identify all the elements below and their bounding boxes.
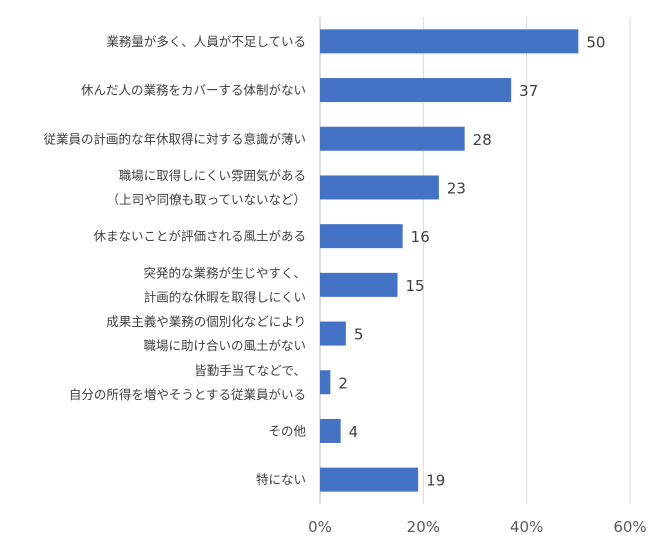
data-label: 37 (519, 82, 538, 100)
x-tick-labels: 0% 20% 40% 60% (308, 518, 647, 536)
category-labels: 業務量が多く、人員が不足している休んだ人の業務をカバーする体制がない従業員の計画… (43, 34, 306, 487)
bar (320, 467, 419, 492)
x-tick-label: 20% (407, 518, 440, 536)
bar (320, 29, 579, 54)
bar (320, 418, 341, 443)
category-label: （上司や同僚も取っていないなど） (107, 192, 306, 207)
data-label: 5 (354, 326, 364, 344)
data-label: 15 (406, 277, 425, 295)
x-tick-label: 0% (308, 518, 332, 536)
bar (320, 272, 398, 297)
category-label: 自分の所得を増やそうとする従業員がいる (69, 387, 306, 402)
category-label: 計画的な休暇を取得しにくい (144, 289, 306, 304)
bar (320, 126, 465, 151)
data-label: 16 (411, 228, 430, 246)
data-label: 2 (338, 374, 348, 392)
category-label: 職場に助け合いの風土がない (143, 338, 306, 353)
x-tick-label: 60% (613, 518, 646, 536)
bar (320, 78, 512, 103)
category-label: 特にない (256, 472, 306, 487)
category-label: 業務量が多く、人員が不足している (106, 34, 306, 49)
category-label: 休んだ人の業務をカバーする体制がない (81, 83, 306, 98)
category-label: 成果主義や業務の個別化などにより (106, 314, 306, 329)
data-label: 4 (349, 423, 359, 441)
bar (320, 321, 346, 346)
data-label: 28 (473, 131, 492, 149)
category-label: その他 (268, 423, 306, 438)
data-label: 50 (586, 33, 605, 51)
data-label: 23 (447, 179, 466, 197)
category-label: 職場に取得しにくい雰囲気がある (119, 168, 306, 183)
category-label: 休まないことが評価される風土がある (93, 229, 306, 244)
bar (320, 224, 403, 249)
data-label: 19 (426, 472, 445, 490)
data-labels: 50 37 28 23 16 15 5 2 4 19 (338, 33, 605, 489)
bar (320, 175, 439, 200)
category-label: 突発的な業務が生じやすく、 (143, 265, 306, 280)
bar (320, 370, 331, 395)
bars (320, 29, 579, 492)
category-label: 従業員の計画的な年休取得に対する意識が薄い (43, 131, 306, 146)
category-label: 皆勤手当てなどで、 (194, 363, 306, 378)
x-tick-label: 40% (510, 518, 543, 536)
